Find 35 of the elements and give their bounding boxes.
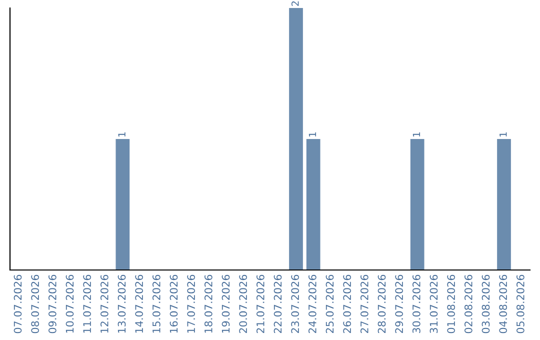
x-tick-label: 25.07.2026	[326, 274, 334, 334]
x-tick-label: 23.07.2026	[291, 274, 300, 334]
x-tick-label: 27.07.2026	[360, 274, 368, 334]
data-label: 1	[500, 132, 507, 137]
x-tick-label: 22.07.2026	[274, 274, 282, 334]
x-tick-label: 28.07.2026	[378, 274, 386, 334]
data-label: 1	[412, 132, 420, 137]
x-tick-label: 12.07.2026	[100, 274, 108, 333]
x-tick-label: 15.07.2026	[152, 274, 160, 333]
x-tick-label: 29.07.2026	[395, 274, 404, 334]
x-tick-label: 16.07.2026	[170, 274, 178, 333]
x-tick-label: 20.07.2026	[239, 274, 248, 334]
x-tick-label: 13.07.2026	[118, 274, 126, 333]
x-tick-label: 14.07.2026	[135, 274, 144, 333]
x-tick-label: 18.07.2026	[204, 274, 212, 333]
x-tick-label: 02.08.2026	[464, 274, 472, 334]
x-tick-label: 17.07.2026	[187, 274, 196, 333]
x-tick-label: 05.08.2026	[516, 274, 524, 334]
x-tick-label: 30.07.2026	[412, 274, 420, 334]
x-tick-label: 03.08.2026	[482, 274, 490, 334]
x-tick-label: 01.08.2026	[447, 274, 456, 334]
data-label: 1	[308, 132, 316, 137]
x-tick-label: 19.07.2026	[222, 274, 230, 333]
data-label: 2	[291, 1, 299, 6]
x-tick-label: 09.07.2026	[48, 274, 56, 334]
x-tick-label: 26.07.2026	[343, 274, 352, 334]
x-tick-label: 11.07.2026	[83, 274, 92, 333]
x-tick-label: 10.07.2026	[66, 274, 74, 333]
x-tick-label: 21.07.2026	[256, 274, 264, 334]
x-tick-label: 08.07.2026	[31, 274, 40, 334]
x-tick-label: 04.08.2026	[499, 274, 508, 334]
x-tick-label: 31.07.2026	[430, 274, 438, 334]
x-tick-label: 07.07.2026	[14, 274, 22, 334]
x-tick-label: 24.07.2026	[308, 274, 316, 334]
data-label: 1	[118, 132, 126, 137]
